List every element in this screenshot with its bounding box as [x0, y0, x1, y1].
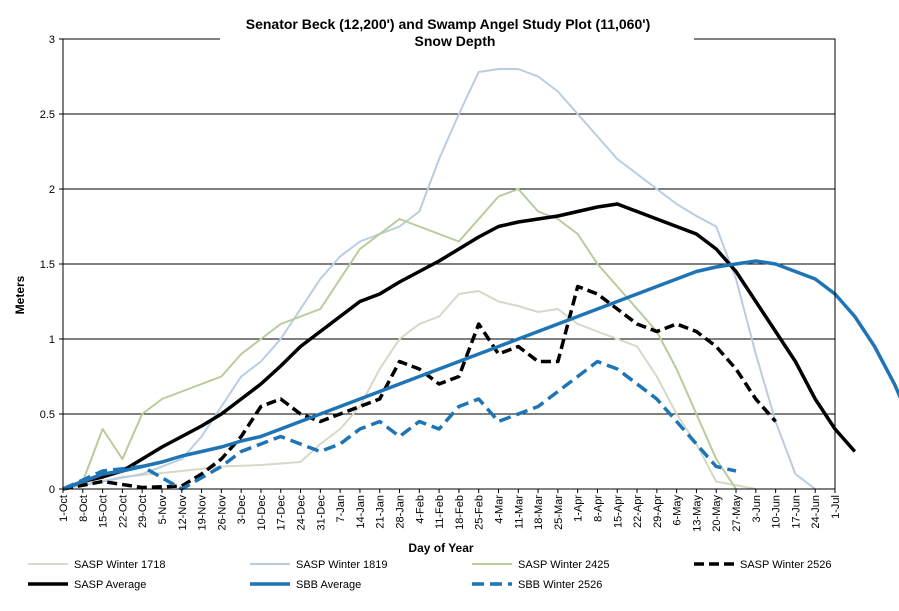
series-line-4	[62, 202, 857, 491]
series-group	[62, 68, 899, 491]
y-tick-label: 0	[49, 484, 55, 496]
chart-title: Senator Beck (12,200') and Swamp Angel S…	[246, 16, 651, 32]
x-tick-label: 10-Jun	[771, 495, 783, 529]
y-tick-label: 2.5	[40, 109, 55, 121]
x-tick-label: 22-Oct	[117, 495, 129, 528]
series-line-5	[62, 259, 899, 491]
gridlines	[63, 113, 835, 415]
y-axis-ticks: 0 0.5 1 1.5 2 2.5 3	[40, 34, 63, 496]
legend-label: SASP Winter 1819	[296, 559, 388, 571]
x-tick-label: 17-Jun	[790, 495, 802, 529]
x-tick-label: 31-Dec	[315, 495, 327, 531]
series-line-3	[62, 284, 777, 491]
x-tick-label: 13-May	[691, 495, 703, 532]
x-tick-label: 18-Feb	[454, 495, 466, 530]
x-tick-label: 4-Feb	[414, 495, 426, 524]
x-tick-label: 3-Dec	[236, 495, 248, 525]
x-tick-label: 18-Mar	[533, 495, 545, 530]
x-tick-label: 1-Oct	[58, 495, 70, 522]
x-tick-label: 20-May	[711, 495, 723, 532]
x-tick-label: 21-Jan	[375, 495, 387, 529]
y-axis-label: Meters	[13, 275, 27, 314]
x-tick-label: 22-Apr	[632, 495, 644, 528]
series-line-2	[62, 188, 737, 490]
y-tick-label: 0.5	[40, 409, 55, 421]
title-background	[220, 10, 694, 52]
x-tick-label: 28-Jan	[395, 495, 407, 529]
series-line-1	[62, 68, 816, 490]
x-tick-label: 5-Nov	[157, 495, 169, 525]
x-tick-label: 11-Feb	[434, 495, 446, 529]
legend-label: SASP Winter 2526	[740, 559, 832, 571]
y-tick-label: 2	[49, 184, 55, 196]
x-tick-label: 12-Nov	[177, 495, 189, 531]
x-tick-label: 19-Nov	[197, 495, 209, 531]
y-tick-label: 1	[49, 334, 55, 346]
x-tick-label: 26-Nov	[216, 495, 228, 531]
x-tick-label: 15-Oct	[98, 495, 110, 528]
legend-label: SASP Average	[74, 579, 146, 591]
x-tick-label: 1-Jul	[830, 495, 842, 519]
x-tick-label: 17-Dec	[276, 495, 288, 531]
chart-subtitle: Snow Depth	[415, 33, 496, 49]
x-tick-label: 29-Apr	[652, 495, 664, 528]
x-tick-label: 6-May	[672, 495, 684, 526]
legend-label: SBB Average	[296, 579, 361, 591]
x-tick-label: 8-Apr	[592, 495, 604, 522]
legend-label: SASP Winter 2425	[518, 559, 610, 571]
x-tick-label: 8-Oct	[78, 495, 90, 522]
x-tick-label: 24-Jun	[810, 495, 822, 529]
series-line-6	[62, 359, 737, 491]
x-tick-label: 25-Feb	[474, 495, 486, 530]
legend-label: SASP Winter 1718	[74, 559, 166, 571]
x-tick-label: 7-Jan	[335, 495, 347, 523]
x-tick-label: 4-Mar	[493, 495, 505, 524]
x-tick-label: 14-Jan	[355, 495, 367, 529]
x-tick-label: 27-May	[731, 495, 743, 532]
y-tick-label: 3	[49, 34, 55, 46]
x-tick-label: 1-Apr	[573, 495, 585, 522]
x-axis-ticks: 1-Oct 8-Oct 15-Oct 22-Oct 29-Oct 5-Nov 12-Nov 1…	[58, 489, 842, 532]
x-tick-label: 10-Dec	[256, 495, 268, 531]
x-tick-label: 15-Apr	[612, 495, 624, 528]
legend-label: SBB Winter 2526	[518, 579, 602, 591]
x-tick-label: 3-Jun	[751, 495, 763, 523]
x-tick-label: 11-Mar	[513, 495, 525, 529]
y-tick-label: 1.5	[40, 259, 55, 271]
series-line-0	[62, 290, 756, 490]
x-tick-label: 25-Mar	[553, 495, 565, 530]
x-tick-label: 24-Dec	[296, 495, 308, 531]
legend: SASP Winter 1718 SASP Winter 1819 SASP Win…	[28, 559, 832, 591]
x-axis-label: Day of Year	[408, 541, 473, 555]
x-tick-label: 29-Oct	[137, 495, 149, 528]
